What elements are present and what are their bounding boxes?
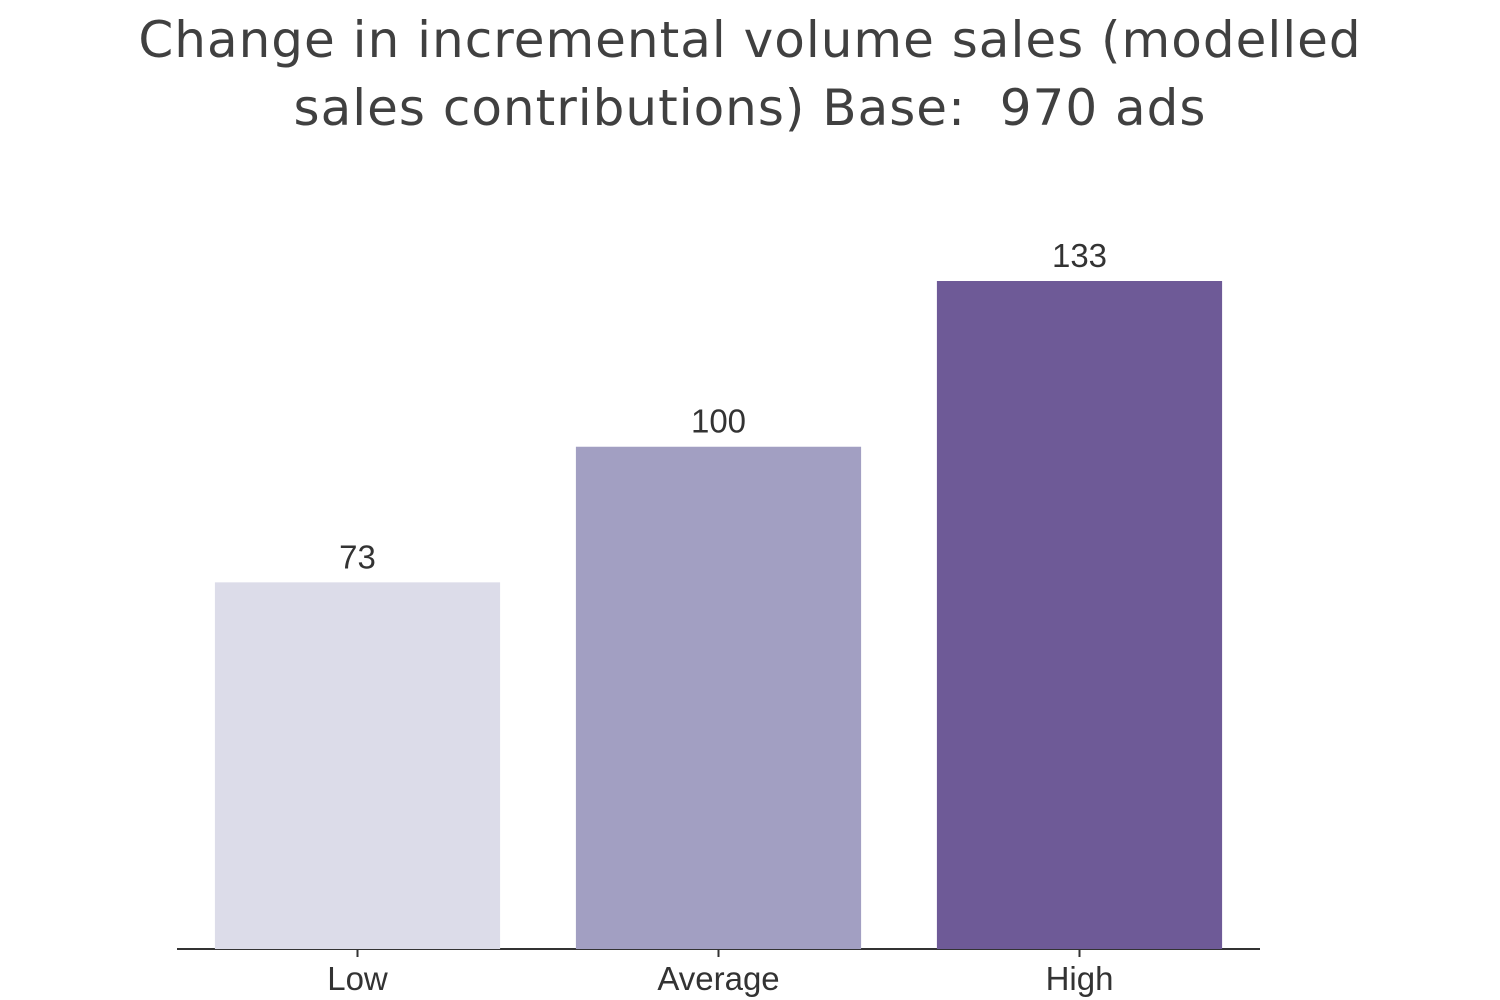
value-label: 133: [1052, 237, 1107, 274]
value-label: 73: [339, 538, 376, 575]
bar: [936, 281, 1223, 949]
value-label: 100: [691, 403, 746, 440]
x-tick-label: Average: [657, 960, 779, 997]
x-tick-label: Low: [327, 960, 388, 997]
bar: [214, 582, 501, 949]
x-tick-label: High: [1046, 960, 1114, 997]
bar: [575, 446, 862, 949]
chart-title: Change in incremental volume sales (mode…: [138, 11, 1379, 137]
